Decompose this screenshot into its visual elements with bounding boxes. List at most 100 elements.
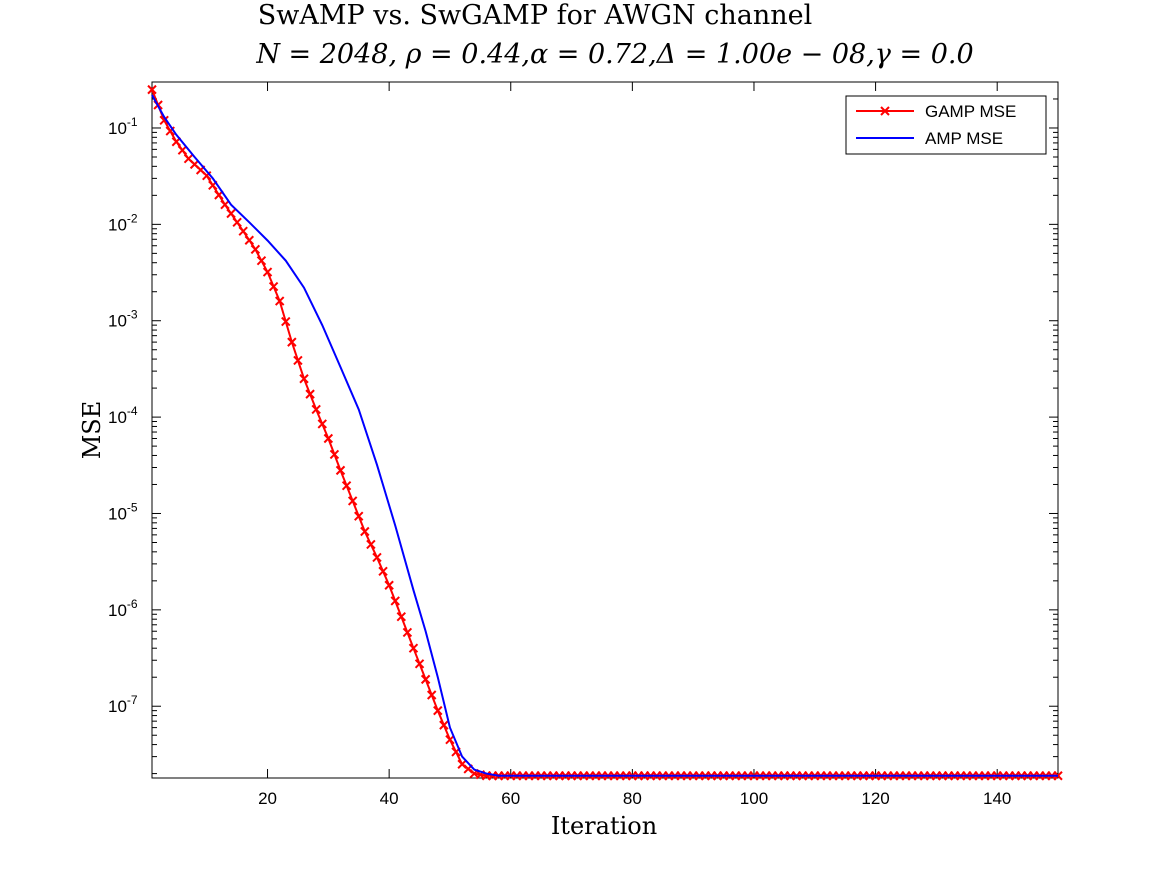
data-point-gamp-mse [360,526,370,537]
marker-stroke [189,159,200,170]
marker-stroke [317,419,327,429]
marker-stroke [268,281,279,292]
marker-stroke [366,539,376,550]
data-point-gamp-mse [378,566,388,577]
marker-stroke [335,465,346,476]
legend-box [845,95,1047,155]
data-point-gamp-mse [311,404,321,415]
x-axis-label: Iteration [551,812,657,840]
marker-stroke [372,552,382,563]
marker-stroke [305,389,315,399]
marker-stroke [183,153,194,164]
y-tick-labels: 10-7 10-6 10-5 10-4 10-3 10-2 10-1 [108,115,138,716]
marker-stroke [390,596,400,606]
marker-stroke [177,145,188,155]
data-point-gamp-mse [232,217,242,228]
data-point-gamp-mse [408,643,419,653]
x-tick-label: 60 [501,789,520,808]
marker-stroke [287,337,297,347]
marker-stroke [347,496,358,506]
x-tick-label: 120 [861,789,889,808]
data-point-gamp-mse [396,611,407,622]
marker-stroke [433,705,443,716]
marker-stroke [293,355,303,366]
data-point-gamp-mse [426,690,437,700]
data-point-gamp-mse [299,374,309,384]
marker-stroke [281,316,291,327]
data-point-gamp-mse [329,449,340,460]
data-point-gamp-mse [159,115,169,126]
marker-stroke [354,511,364,521]
y-axis-label: MSE [78,401,106,460]
marker-stroke [329,449,340,460]
marker-stroke [220,199,230,210]
x-tick-label: 40 [380,789,399,808]
x-tick-label: 80 [623,789,642,808]
data-point-gamp-mse [366,539,376,550]
data-point-gamp-mse [384,580,394,590]
marker-stroke [147,84,157,95]
marker-stroke [420,674,431,685]
y-tick-label: 10-7 [108,693,138,716]
marker-stroke [256,256,267,266]
marker-stroke [445,734,455,745]
series-line-amp-mse [151,94,1058,777]
data-point-gamp-mse [420,674,431,685]
marker-stroke [402,627,413,638]
data-point-gamp-mse [177,145,188,155]
data-point-gamp-mse [439,720,449,730]
data-point-gamp-mse [287,337,297,347]
marker-stroke [232,217,242,228]
chart-title: SwAMP vs. SwGAMP for AWGN channel [258,0,813,31]
marker-stroke [323,433,334,444]
data-point-gamp-mse [305,389,315,399]
data-point-gamp-mse [347,496,358,506]
legend-x-marker [880,106,890,116]
marker-stroke [341,480,352,491]
marker-stroke [880,106,890,116]
marker-stroke [226,208,236,219]
marker-stroke [396,611,407,622]
data-point-gamp-mse [390,596,400,606]
x-tick-label: 140 [983,789,1011,808]
marker-stroke [238,226,248,236]
marker-stroke [426,690,437,700]
data-point-gamp-mse [335,465,346,476]
data-point-gamp-mse [354,511,364,521]
data-point-gamp-mse [147,84,157,95]
data-point-gamp-mse [244,235,254,245]
y-tick-label: 10-2 [108,211,138,234]
legend-label-gamp: GAMP MSE [925,102,1016,121]
data-point-gamp-mse [262,267,273,277]
marker-stroke [299,374,309,384]
data-point-gamp-mse [402,627,413,638]
data-point-gamp-mse [268,281,279,292]
x-tick-label: 20 [258,789,277,808]
data-point-gamp-mse [281,316,291,327]
data-point-gamp-mse [414,659,425,669]
marker-stroke [360,526,370,537]
marker-stroke [244,235,254,245]
y-tick-label: 10-4 [108,404,138,427]
y-tick-label: 10-5 [108,500,138,523]
data-point-gamp-mse [226,208,236,219]
chart-subtitle: N = 2048, ρ = 0.44,α = 0.72,Δ = 1.00e − … [255,39,973,70]
data-point-gamp-mse [250,244,261,255]
marker-stroke [159,115,169,126]
data-point-gamp-mse [372,552,382,563]
data-point-gamp-mse [220,199,230,210]
marker-stroke [250,244,261,255]
series-amp-mse [151,94,1058,777]
y-tick-label: 10-1 [108,115,138,138]
data-point-gamp-mse [317,419,327,429]
x-tick-labels: 20 40 60 80 100 120 140 [258,789,1011,808]
series-layer [147,84,1063,781]
x-tick-label: 100 [740,789,768,808]
data-point-gamp-mse [256,256,267,266]
marker-stroke [262,267,273,277]
legend-marker-gamp [880,106,890,116]
chart-legend: GAMP MSE AMP MSE [845,95,1047,155]
marker-stroke [274,296,285,306]
data-point-gamp-mse [433,705,443,716]
data-point-gamp-mse [341,480,352,491]
